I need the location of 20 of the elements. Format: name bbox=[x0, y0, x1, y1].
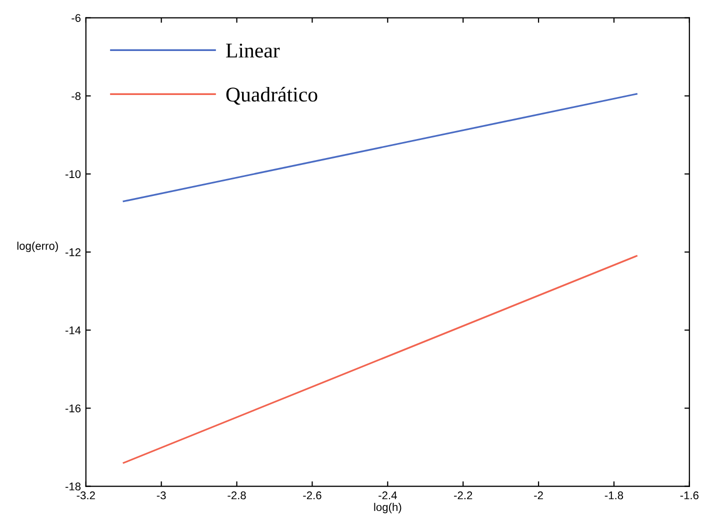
legend-label: Quadrático bbox=[226, 86, 318, 105]
x-tick-label: -2.8 bbox=[228, 491, 246, 500]
x-tick-label: -2 bbox=[534, 491, 543, 500]
y-tick-label: -14 bbox=[65, 326, 81, 334]
x-tick-label: -1.8 bbox=[604, 491, 624, 500]
y-tick-label: -12 bbox=[65, 248, 80, 256]
x-tick-label: -3.2 bbox=[76, 491, 95, 500]
y-axis-title: log(erro) bbox=[17, 242, 58, 252]
y-tick-label: -6 bbox=[72, 14, 81, 22]
x-tick-label: -1.6 bbox=[680, 491, 698, 500]
legend-label: Linear bbox=[226, 44, 280, 58]
x-tick-label: -3 bbox=[156, 491, 166, 500]
x-axis-title: log(h) bbox=[374, 502, 402, 514]
y-tick-label: -18 bbox=[65, 482, 81, 490]
y-tick-label: -10 bbox=[65, 170, 81, 178]
x-tick-label: -2.6 bbox=[303, 491, 322, 500]
x-tick-label: -2.2 bbox=[454, 491, 472, 500]
y-tick-label: -16 bbox=[65, 404, 81, 412]
x-tick-label: -2.4 bbox=[378, 491, 397, 500]
y-tick-label: -8 bbox=[72, 92, 81, 100]
